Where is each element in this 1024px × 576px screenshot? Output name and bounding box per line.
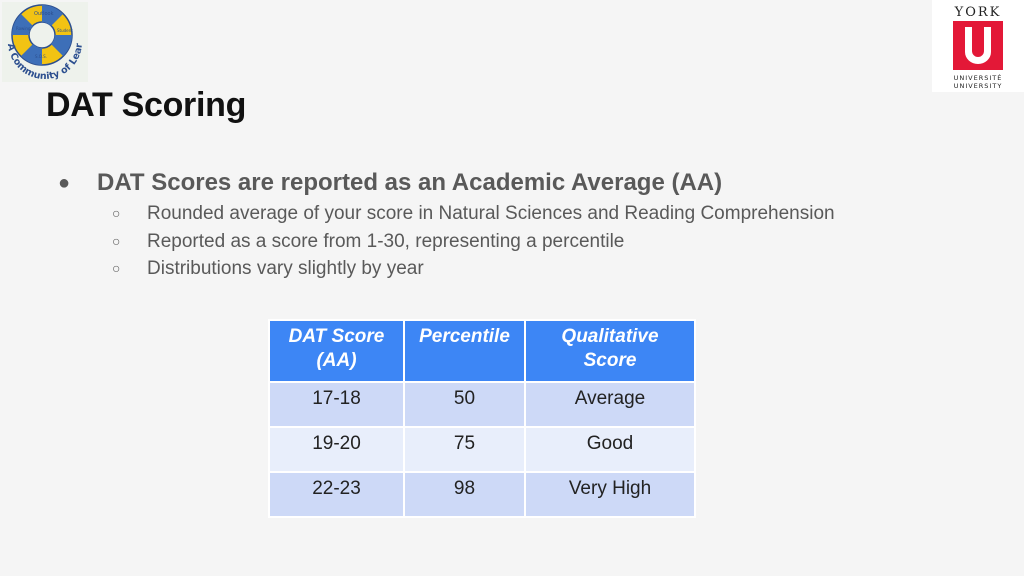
bullet-circle-icon: ○ bbox=[112, 232, 121, 249]
table-header-row: DAT Score (AA) Percentile Qualitative Sc… bbox=[268, 319, 696, 383]
york-university-logo: YORK UNIVERSITÉ UNIVERSITY bbox=[932, 0, 1024, 92]
header-qualitative-score: Qualitative Score bbox=[524, 319, 696, 383]
sub-bullet-text: Reported as a score from 1-30, represent… bbox=[147, 230, 625, 252]
main-bullet: ● DAT Scores are reported as an Academic… bbox=[58, 166, 958, 200]
table-row: 17-18 50 Average bbox=[268, 381, 696, 428]
bullet-dot-icon: ● bbox=[58, 172, 71, 194]
svg-text:Rowing: Rowing bbox=[16, 26, 31, 31]
header-percentile: Percentile bbox=[403, 319, 526, 383]
sos-community-logo: Outlook Rowing Student S.O.S. A Communit… bbox=[0, 0, 88, 82]
bullet-circle-icon: ○ bbox=[112, 260, 121, 276]
svg-text:UNIVERSITÉ: UNIVERSITÉ bbox=[954, 73, 1003, 82]
bullet-list: ● DAT Scores are reported as an Academic… bbox=[58, 166, 958, 283]
sub-bullet: ○ Distributions vary slightly by year bbox=[58, 255, 958, 283]
cell-dat-score: 22-23 bbox=[268, 471, 405, 518]
cell-percentile: 50 bbox=[403, 381, 526, 428]
cell-dat-score: 19-20 bbox=[268, 426, 405, 473]
bullet-circle-icon: ○ bbox=[112, 205, 121, 221]
cell-qualitative: Good bbox=[524, 426, 696, 473]
svg-text:S.O.S.: S.O.S. bbox=[35, 54, 47, 59]
svg-text:Student: Student bbox=[57, 28, 73, 33]
cell-percentile: 75 bbox=[403, 426, 526, 473]
header-dat-score: DAT Score (AA) bbox=[268, 319, 405, 383]
sub-bullet-text: Distributions vary slightly by year bbox=[147, 258, 424, 279]
cell-qualitative: Average bbox=[524, 381, 696, 428]
cell-qualitative: Very High bbox=[524, 471, 696, 518]
cell-dat-score: 17-18 bbox=[268, 381, 405, 428]
slide-title: DAT Scoring bbox=[46, 86, 247, 124]
svg-text:YORK: YORK bbox=[954, 5, 1002, 20]
dat-score-table: DAT Score (AA) Percentile Qualitative Sc… bbox=[268, 319, 696, 518]
table-row: 22-23 98 Very High bbox=[268, 471, 696, 518]
svg-text:Outlook: Outlook bbox=[34, 11, 54, 17]
sub-bullet-text: Rounded average of your score in Natural… bbox=[147, 203, 835, 224]
main-bullet-text: DAT Scores are reported as an Academic A… bbox=[97, 169, 723, 196]
svg-text:UNIVERSITY: UNIVERSITY bbox=[954, 82, 1003, 90]
cell-percentile: 98 bbox=[403, 471, 526, 518]
sub-bullet: ○ Rounded average of your score in Natur… bbox=[58, 200, 958, 228]
table-row: 19-20 75 Good bbox=[268, 426, 696, 473]
sub-bullet: ○ Reported as a score from 1-30, represe… bbox=[58, 228, 958, 256]
